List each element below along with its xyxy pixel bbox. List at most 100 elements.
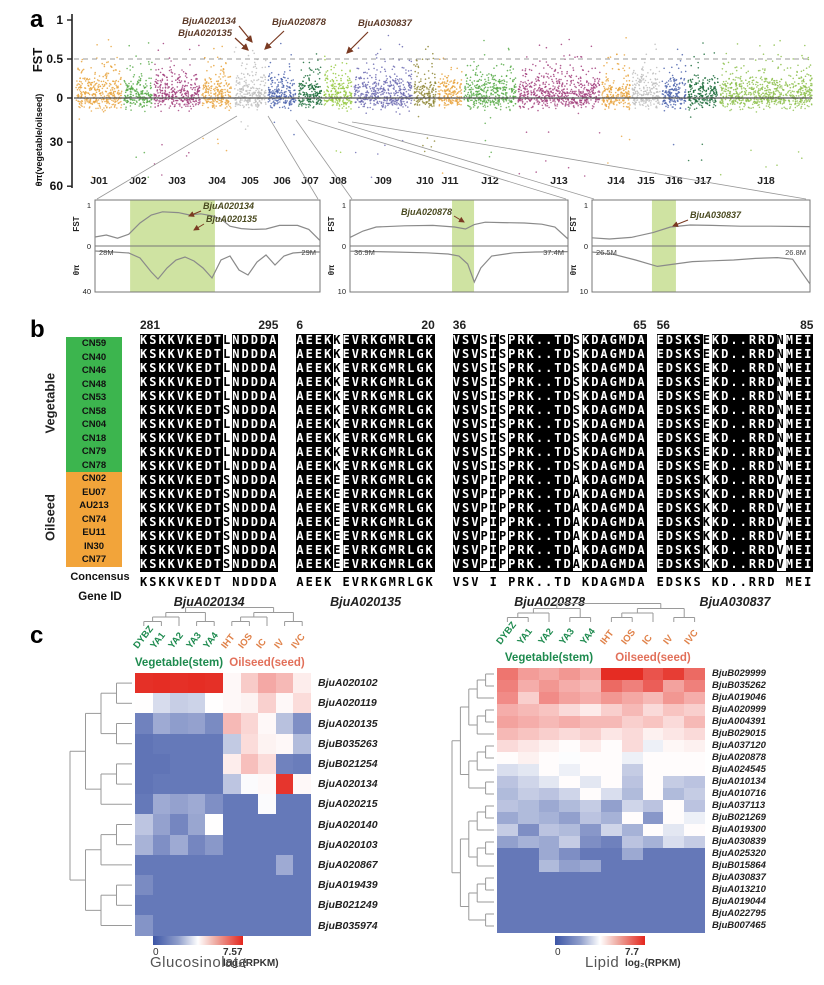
heatmap-cell (187, 875, 206, 896)
heatmap-cell (642, 668, 664, 681)
heatmap-cell (187, 854, 206, 876)
heatmap-gene-label: BjuA037113 (712, 800, 766, 811)
heatmap-cell (497, 800, 519, 813)
variant-residue: K (702, 501, 712, 515)
heatmap-column-label: IOS (236, 631, 256, 651)
heatmap-cell (152, 854, 171, 876)
variant-residue: S (572, 361, 582, 375)
heatmap-cell (205, 794, 224, 815)
sequence-row: VSVPIPPRK..TDAKDAGMDA (452, 515, 647, 530)
sequence-row: KSKKVKEDTLNDDDA (140, 445, 279, 460)
position-start: 56 (656, 318, 670, 332)
accession-label: CN02 (81, 473, 107, 484)
heatmap-cell (559, 812, 581, 825)
conserved-segment: PRK..TD (508, 333, 573, 347)
conserved-segment: NDDDA (232, 347, 279, 361)
heatmap-cell (135, 733, 154, 755)
conserved-segment: KDAGMDA (581, 389, 647, 403)
variant-residue: S (572, 417, 582, 431)
variant-residue: S (480, 361, 490, 375)
conserved-segment: NDDDA (232, 333, 279, 347)
conserved-segment: KSKKVKEDT (140, 389, 224, 403)
heatmap-cell (517, 764, 540, 777)
heatmap-column-label: YA2 (536, 626, 556, 647)
heatmap-cell (684, 920, 706, 933)
sequence-row: AEEKKEVRKGMRLGK (296, 445, 435, 460)
conserved-segment: I (489, 501, 499, 515)
conserved-segment: VSV (452, 501, 481, 515)
sequence-row: VSVPIPPRK..TDAKDAGMDA (452, 487, 647, 502)
heatmap-cell (580, 788, 602, 801)
heatmap-cell (601, 872, 623, 885)
variant-residue: K (333, 389, 343, 403)
conserved-segment: VSV (452, 431, 481, 445)
gene-id: BjuA020878 (514, 594, 586, 609)
heatmap-cell (621, 668, 644, 681)
heatmap-cell (642, 776, 664, 789)
heatmap-column-label: YA4 (201, 630, 222, 651)
heatmap-cell (187, 794, 206, 815)
heatmap-cell (240, 693, 259, 714)
conserved-segment: KSKKVKEDT (140, 543, 224, 557)
conserved-segment: VSV (452, 473, 481, 487)
heatmap-cell (275, 733, 294, 755)
sequence-row: EDSKSEKD..RRDNMEI (656, 347, 814, 362)
sequence-row: VSVPIPPRK..TDAKDAGMDA (452, 501, 647, 516)
heatmap-cell (642, 812, 664, 825)
conserved-segment: AEEK (296, 543, 334, 557)
variant-residue: L (223, 389, 233, 403)
heatmap-cell (205, 854, 224, 876)
position-start: 36 (452, 318, 467, 332)
heatmap-cell (170, 733, 189, 755)
conserved-segment: PRK..TD (508, 417, 573, 431)
heatmap-cell (135, 774, 154, 795)
heatmap-cell (621, 692, 644, 705)
variant-residue: K (702, 557, 712, 571)
heatmap-cell (152, 915, 171, 937)
heatmap-cell (187, 733, 206, 755)
color-scale-bar (555, 936, 645, 945)
heatmap-gene-label: BjuA024545 (712, 764, 766, 775)
svg-text:0: 0 (56, 91, 63, 105)
variant-residue: P (498, 515, 509, 529)
variant-residue: S (223, 529, 233, 543)
heatmap-cell (517, 668, 540, 681)
alignment-block-BjuA020878: 36 65 VSVSISPRK..TDSKDAGMDA VSVSISPRK..TDSK… (452, 318, 647, 610)
heatmap-cell (642, 764, 664, 777)
heatmap-cell (205, 693, 224, 714)
heatmap-cell (205, 814, 224, 836)
heatmap-cell (152, 733, 171, 755)
heatmap-cell (275, 875, 294, 896)
heatmap-gene-label: BjuA022795 (712, 908, 766, 919)
variant-residue: E (702, 403, 712, 417)
sequence-row: VSVSISPRK..TDSKDAGMDA (452, 417, 647, 432)
heatmap-cell (187, 915, 206, 937)
heatmap-cell (517, 680, 540, 693)
heatmap-cell (205, 713, 224, 735)
heatmap-cell (135, 713, 154, 735)
heatmap-cell (663, 752, 685, 765)
sequence-row: AEEKKEVRKGMRLGK (296, 431, 435, 446)
heatmap-cell (621, 872, 644, 885)
heatmap-cell (240, 915, 259, 937)
heatmap-cell (580, 764, 602, 777)
position-start: 281 (140, 318, 161, 332)
heatmap-cell (601, 860, 623, 873)
vegetable-group-caption: Vegetable(stem) (134, 657, 224, 669)
heatmap-cell (601, 716, 623, 729)
conserved-segment: VSV (452, 417, 481, 431)
heatmap-cell (559, 872, 581, 885)
heatmap-cell (684, 788, 706, 801)
variant-residue: E (702, 333, 712, 347)
heatmap-column-label: IC (640, 632, 655, 647)
conserved-segment: NDDDA (232, 375, 279, 389)
variant-residue: S (223, 515, 233, 529)
heatmap-cell (497, 896, 519, 909)
sequence-row: EDSKSKKD..RRDVMEI (656, 557, 814, 572)
heatmap-cell (240, 854, 259, 876)
sequence-row: EDSKSEKD..RRDNMEI (656, 459, 814, 474)
variant-residue: N (776, 417, 786, 431)
variant-residue: L (223, 347, 233, 361)
conserved-segment: AEEK (296, 487, 334, 501)
variant-residue: K (333, 459, 343, 473)
